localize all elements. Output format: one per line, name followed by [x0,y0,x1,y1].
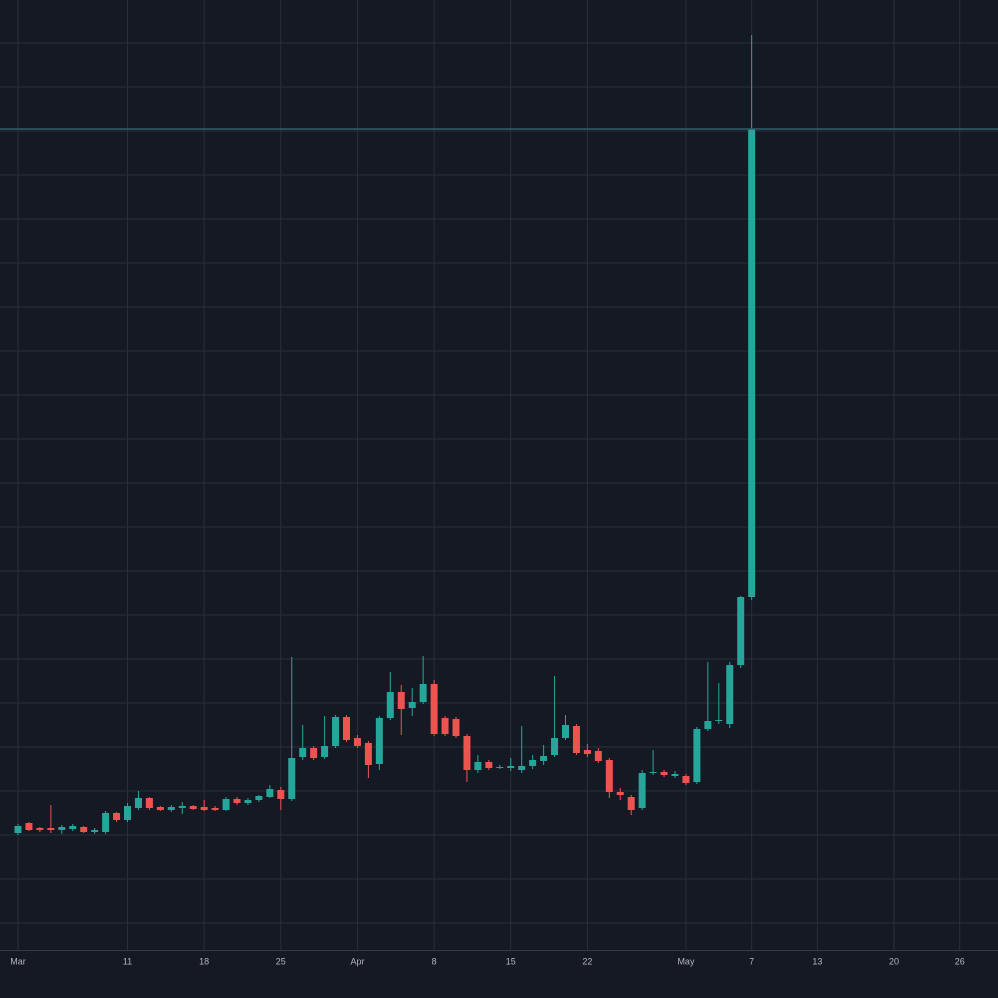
x-tick-label: Mar [10,956,26,966]
x-tick-label: 20 [889,956,899,966]
candle-body [200,807,208,810]
candle-body [693,729,701,782]
candle-body [288,758,296,799]
candle-body [321,746,329,757]
candle-body [704,721,712,729]
candle-body [748,129,756,597]
candle-body [124,806,131,820]
x-tick-label: 8 [432,956,437,966]
candle-body [474,762,482,770]
candle-body [80,827,88,832]
candle-body [244,800,252,803]
candle-body [233,799,241,803]
candle-body [277,790,285,799]
candle-body [25,823,33,830]
candle-body [397,692,405,709]
candle-body [299,748,307,757]
candle-body [594,751,602,761]
candle-body [682,776,690,783]
candle-body [518,766,526,770]
candle-body [660,772,668,775]
candle-body [134,798,142,808]
candle-body [156,807,164,810]
candle-body [441,718,449,734]
candle-body [364,743,372,765]
candle-body [178,806,186,808]
x-tick-label: 7 [749,956,754,966]
candle-body [562,725,569,738]
candle-body [36,828,44,830]
candle-body [605,760,613,792]
candle-body [430,684,438,734]
x-tick-label: 25 [276,956,286,966]
candle-body [638,773,646,808]
candle-body [375,718,383,764]
x-tick-label: May [677,956,695,966]
candle-body [627,797,635,810]
candle-body [715,720,723,721]
x-tick-label: 15 [506,956,516,966]
candle-body [408,702,416,708]
candle-body [353,738,361,746]
candle-body [189,806,197,809]
candle-body [540,756,548,761]
candle-body [737,597,745,665]
candle-body [145,798,153,808]
x-tick-label: 26 [955,956,965,966]
x-tick-label: Apr [350,956,364,966]
candle-body [649,772,657,773]
candle-body [167,807,175,810]
candle-body [726,665,734,724]
x-tick-label: 18 [199,956,209,966]
candle-body [211,808,219,810]
candle-body [551,738,559,755]
candle-body [14,826,22,833]
candle-body [310,748,318,758]
candle-body [69,826,77,829]
candle-body [222,799,230,810]
candle-body [91,830,99,832]
candle-body [386,692,394,718]
candle-body [529,760,537,766]
candle-body [113,813,121,820]
candle-body [102,813,110,832]
x-tick-label: 11 [123,956,132,966]
candle-body [507,766,515,768]
candle-body [671,774,679,776]
x-tick-label: 22 [582,956,592,966]
candle-body [583,750,591,754]
candle-body [58,827,66,830]
candle-body [255,796,263,800]
candle-body [496,767,504,768]
candle-body [343,717,350,740]
candle-body [419,684,427,702]
candle-body [452,719,460,736]
candle-body [47,828,55,830]
candle-body [572,726,580,753]
candle-body [332,717,340,746]
candle-body [266,789,274,797]
candle-body [485,762,493,768]
x-tick-label: 13 [812,956,822,966]
candle-body [616,792,624,795]
candle-body [463,736,471,770]
